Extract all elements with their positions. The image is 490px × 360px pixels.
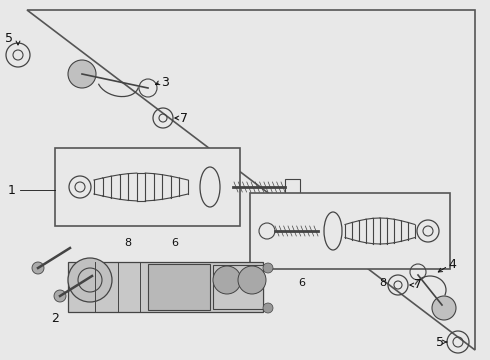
Bar xyxy=(148,264,210,310)
Bar xyxy=(55,148,240,226)
Bar xyxy=(213,265,263,309)
Circle shape xyxy=(68,60,96,88)
Text: 8: 8 xyxy=(379,278,387,288)
Text: 5: 5 xyxy=(5,32,13,45)
Text: 3: 3 xyxy=(161,76,169,89)
Bar xyxy=(250,193,450,269)
Text: 7: 7 xyxy=(180,112,188,125)
Circle shape xyxy=(263,303,273,313)
Circle shape xyxy=(238,266,266,294)
Text: 5: 5 xyxy=(436,336,444,348)
Text: 6: 6 xyxy=(298,278,305,288)
Circle shape xyxy=(32,262,44,274)
Text: 8: 8 xyxy=(124,238,131,248)
Text: 7: 7 xyxy=(414,279,422,292)
Bar xyxy=(285,179,300,195)
Bar xyxy=(68,262,263,312)
Circle shape xyxy=(432,296,456,320)
Text: 1: 1 xyxy=(8,184,16,197)
Text: 4: 4 xyxy=(448,258,456,271)
Circle shape xyxy=(263,263,273,273)
Text: 2: 2 xyxy=(51,311,59,324)
Circle shape xyxy=(213,266,241,294)
Text: 6: 6 xyxy=(172,238,178,248)
Circle shape xyxy=(54,290,66,302)
Circle shape xyxy=(68,258,112,302)
